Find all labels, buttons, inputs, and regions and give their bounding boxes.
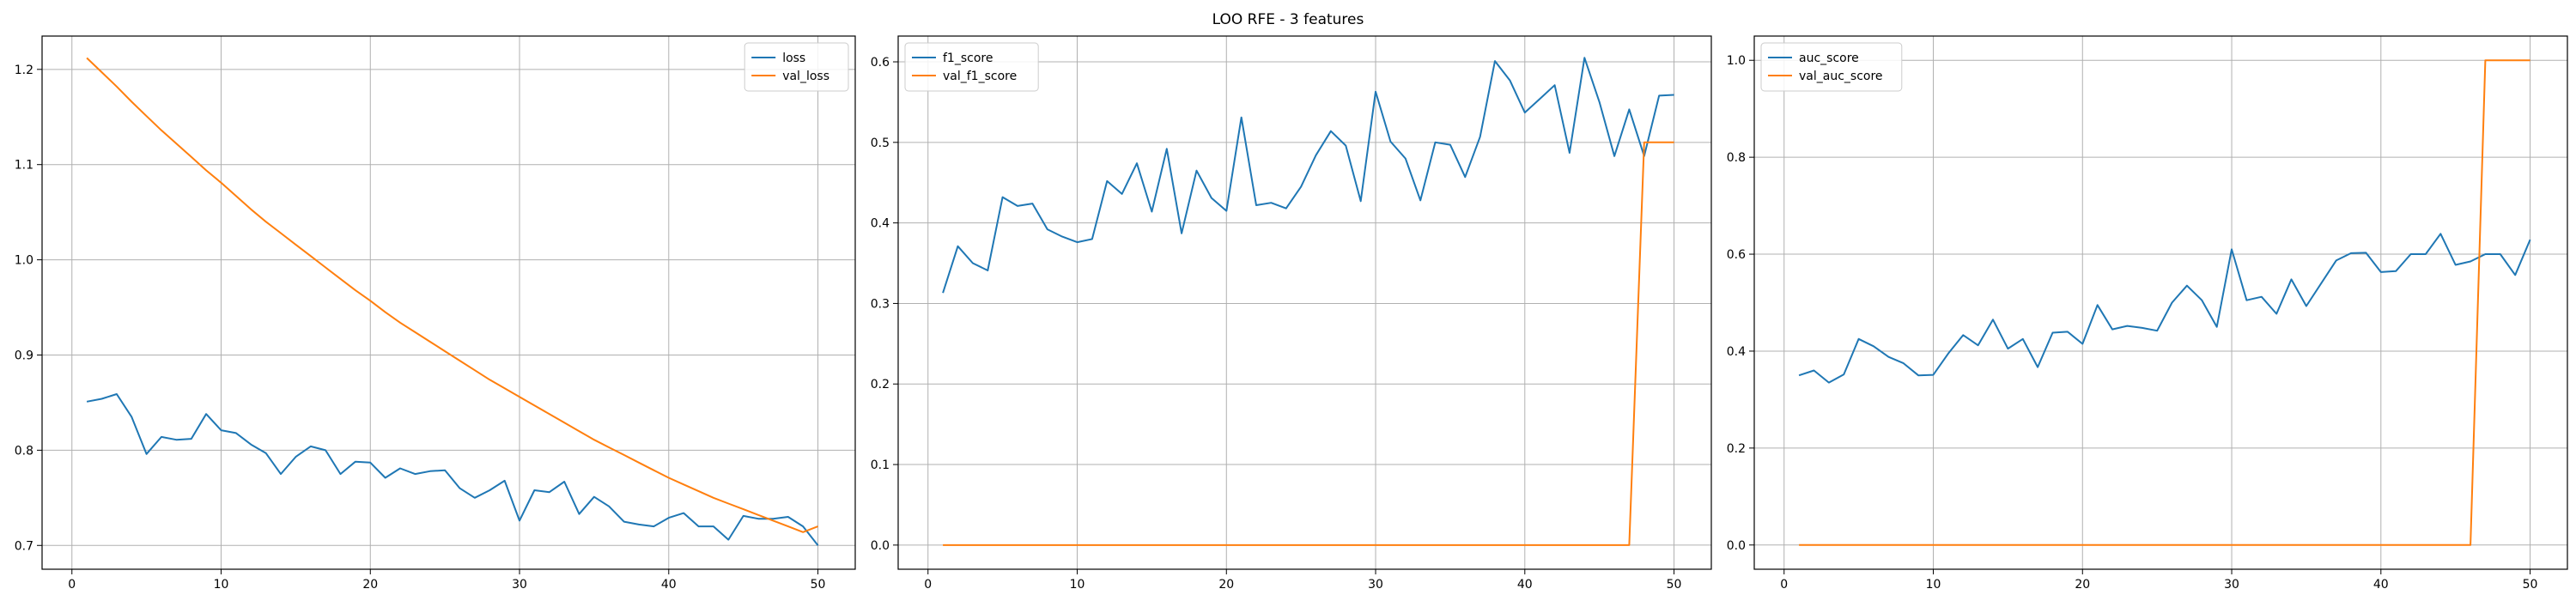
x-tick-label: 40 [2373, 578, 2389, 592]
x-tick-label: 30 [2224, 578, 2239, 592]
y-tick-label: 1.2 [15, 64, 33, 77]
x-tick-label: 20 [1218, 578, 1234, 592]
y-tick-label: 0.5 [871, 137, 890, 150]
axes-frame [41, 35, 856, 570]
figure-suptitle: LOO RFE - 3 features [1212, 11, 1364, 28]
x-tick-label: 10 [214, 578, 229, 592]
y-tick-label: 0.3 [871, 297, 890, 311]
y-tick-label: 0.7 [15, 539, 33, 553]
x-tick-label: 0 [1780, 578, 1788, 592]
x-tick-label: 10 [1926, 578, 1941, 592]
x-tick-label: 20 [2075, 578, 2090, 592]
series-line-val_f1_score [943, 141, 1674, 546]
y-tick-label: 1.0 [1727, 54, 1746, 68]
series-line-auc_score [1798, 233, 2531, 384]
axes-frame [897, 35, 1712, 570]
y-tick-label: 0.2 [871, 378, 890, 392]
axes-frame [1753, 35, 2568, 570]
y-tick-label: 0.6 [871, 56, 890, 70]
legend-label: val_f1_score [943, 70, 1017, 83]
series-line-val_loss [86, 57, 818, 533]
subplot-2: 0 10 20 30 40 50 0.0 0.1 0.2 0.3 0.4 0.5 0.6 f1_score… [871, 35, 1712, 592]
y-tick-label: 1.0 [15, 254, 33, 268]
legend: f1_score val_f1_score [904, 42, 1039, 92]
x-tick-label: 50 [1667, 578, 1682, 592]
legend: loss val_loss [744, 42, 849, 92]
legend: auc_score val_auc_score [1760, 42, 1903, 92]
y-tick-label: 1.1 [15, 159, 33, 173]
x-tick-label: 50 [2523, 578, 2538, 592]
legend-label: f1_score [943, 52, 993, 65]
legend-box [904, 42, 1039, 92]
y-tick-label: 0.9 [15, 349, 33, 362]
y-tick-label: 0.4 [1727, 345, 1746, 359]
x-tick-label: 10 [1070, 578, 1085, 592]
subplot-1: 0 10 20 30 40 50 0.7 0.8 0.9 1.0 1.1 1.2 loss val_los… [15, 35, 856, 592]
x-tick-label: 0 [68, 578, 76, 592]
x-tick-label: 0 [924, 578, 932, 592]
y-tick-label: 0.8 [1727, 151, 1746, 165]
y-tick-label: 0.2 [1727, 442, 1746, 456]
series-line-f1_score [942, 57, 1674, 294]
x-tick-label: 50 [811, 578, 826, 592]
subplot-3: 0 10 20 30 40 50 0.0 0.2 0.4 0.6 0.8 1.0 auc_scoreva… [1727, 35, 2568, 592]
x-tick-label: 40 [661, 578, 677, 592]
legend-label: loss [782, 52, 805, 65]
legend-box [1760, 42, 1903, 92]
x-tick-label: 20 [362, 578, 378, 592]
y-tick-label: 0.8 [15, 444, 33, 458]
series-line-loss [86, 393, 819, 546]
y-tick-label: 0.0 [1727, 539, 1746, 553]
y-tick-label: 0.0 [871, 539, 890, 553]
y-tick-label: 0.6 [1727, 248, 1746, 262]
series-line-val_auc_score [1799, 59, 2530, 546]
x-tick-label: 30 [1368, 578, 1383, 592]
y-tick-label: 0.1 [871, 458, 890, 472]
legend-label: val_auc_score [1799, 70, 1883, 83]
x-tick-label: 40 [1517, 578, 1533, 592]
legend-box [744, 42, 849, 92]
legend-label: val_loss [782, 70, 829, 83]
legend-label: auc_score [1799, 52, 1859, 65]
subplots: 0 10 20 30 40 50 0.7 0.8 0.9 1.0 1.1 1.2 loss val_los… [15, 35, 2568, 592]
x-tick-label: 30 [512, 578, 527, 592]
y-tick-label: 0.4 [871, 217, 890, 231]
